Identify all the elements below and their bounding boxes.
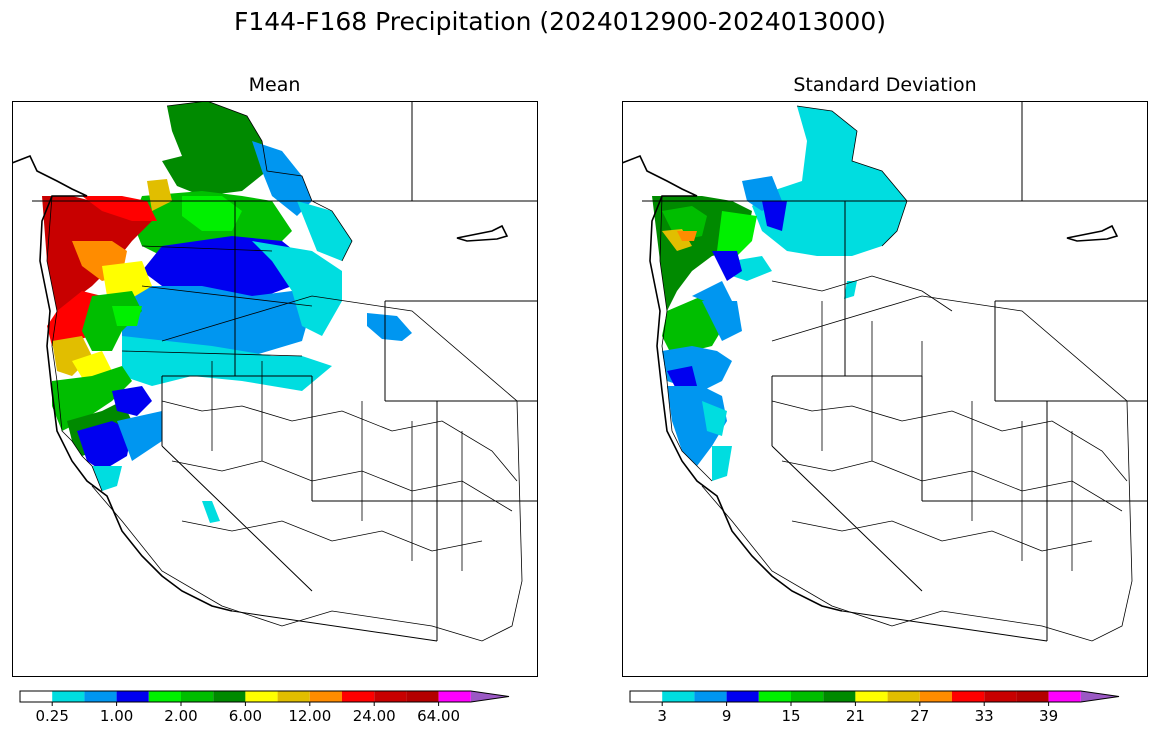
colorbar-swatch xyxy=(213,691,246,702)
std-state-boundaries xyxy=(642,101,1148,642)
std-colorbar: 3 9 15 21 27 33 39 xyxy=(629,690,1120,725)
colorbar-tick-label: 3 xyxy=(657,707,667,725)
colorbar-tick-label: 0.25 xyxy=(35,707,68,725)
std-panel-title: Standard Deviation xyxy=(793,74,977,96)
colorbar-tick-label: 9 xyxy=(722,707,732,725)
colorbar-swatch xyxy=(470,691,509,702)
colorbar-swatch xyxy=(309,691,342,702)
mean-map-frame xyxy=(12,101,538,677)
mean-panel-title: Mean xyxy=(248,74,301,96)
colorbar-tick-label: 24.00 xyxy=(353,707,396,725)
colorbar-swatch xyxy=(952,691,985,702)
precip-fill-layer xyxy=(42,101,522,641)
colorbar-tick-label: 27 xyxy=(910,707,929,725)
colorbar-outline xyxy=(19,690,510,703)
colorbar-tick-label: 33 xyxy=(975,707,994,725)
colorbar-swatch xyxy=(1080,691,1119,702)
colorbar-outline xyxy=(629,690,1120,703)
colorbar-swatch xyxy=(726,691,759,702)
watershed-outlines xyxy=(46,101,523,642)
colorbar-swatch xyxy=(758,691,791,702)
colorbar-swatch xyxy=(374,691,407,702)
state-boundaries xyxy=(32,101,538,642)
std-fill-layer xyxy=(652,106,1132,641)
colorbar-swatch xyxy=(52,691,85,702)
colorbar-tick-label: 1.00 xyxy=(100,707,133,725)
coastline xyxy=(12,154,509,612)
colorbar-swatch xyxy=(694,691,727,702)
colorbar-swatch xyxy=(438,691,471,702)
colorbar-swatch xyxy=(919,691,952,702)
colorbar-swatch xyxy=(84,691,117,702)
std-map xyxy=(622,101,1148,677)
colorbar-swatch xyxy=(181,691,214,702)
colorbar-swatch xyxy=(662,691,695,702)
colorbar-swatch xyxy=(1016,691,1049,702)
mean-map xyxy=(12,101,538,677)
colorbar-tick-label: 6.00 xyxy=(229,707,262,725)
colorbar-swatch xyxy=(20,691,53,702)
colorbar-swatch xyxy=(887,691,920,702)
std-coastline xyxy=(622,154,1119,612)
colorbar-tick-label: 64.00 xyxy=(417,707,460,725)
colorbar-swatch xyxy=(342,691,375,702)
colorbar-swatch xyxy=(116,691,149,702)
colorbar-swatch xyxy=(984,691,1017,702)
colorbar-tick-label: 12.00 xyxy=(288,707,331,725)
std-map-frame xyxy=(622,101,1148,677)
figure-title: F144-F168 Precipitation (2024012900-2024… xyxy=(233,7,886,36)
colorbar-tick-label: 15 xyxy=(781,707,800,725)
colorbar-swatch xyxy=(406,691,439,702)
colorbar-tick-label: 39 xyxy=(1039,707,1058,725)
colorbar-swatch xyxy=(855,691,888,702)
colorbar-swatch xyxy=(791,691,824,702)
colorbar-swatch xyxy=(245,691,278,702)
mean-colorbar: 0.25 1.00 2.00 6.00 12.00 24.00 64.00 xyxy=(19,690,510,725)
colorbar-swatch xyxy=(823,691,856,702)
colorbar-tick-label: 21 xyxy=(846,707,865,725)
colorbar-swatch xyxy=(1048,691,1081,702)
colorbar-swatch xyxy=(630,691,663,702)
colorbar-tick-label: 2.00 xyxy=(164,707,197,725)
colorbar-swatch xyxy=(148,691,181,702)
colorbar-swatch xyxy=(277,691,310,702)
